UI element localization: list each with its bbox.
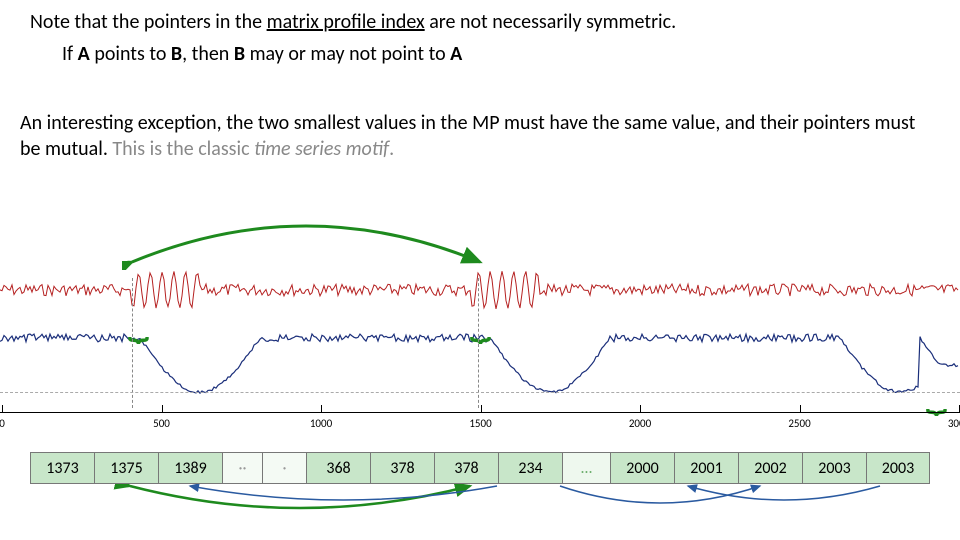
motif-marker-line xyxy=(132,278,133,408)
index-cell: 2002 xyxy=(738,452,802,484)
axis-tick-label: 2500 xyxy=(788,417,810,430)
t2d: B xyxy=(171,42,182,66)
index-cell: 234 xyxy=(498,452,562,484)
axis-tick-label: 2000 xyxy=(629,417,651,430)
axis-tick xyxy=(321,405,322,413)
index-cell: · xyxy=(262,452,306,484)
intro-line-2: If A points to B, then B may or may not … xyxy=(62,42,462,66)
t2b: A xyxy=(78,42,90,66)
index-cell: 368 xyxy=(306,452,370,484)
index-cell: 2003 xyxy=(866,452,930,484)
mp-min-line xyxy=(0,392,960,393)
index-cell: ·· xyxy=(222,452,262,484)
t2f: B xyxy=(234,42,245,66)
index-cell: 1373 xyxy=(30,452,94,484)
motif-bracket: ⏟ xyxy=(926,380,946,415)
t2h: A xyxy=(450,42,462,66)
x-axis: 0 500 1000 1500 2000 2500 3000 xyxy=(0,412,960,434)
t2a: If xyxy=(62,42,78,66)
t2g: may or may not point to xyxy=(245,42,450,66)
t1c: are not necessarily symmetric. xyxy=(425,10,676,34)
motif-marker-line xyxy=(478,278,479,408)
index-cell: 1375 xyxy=(94,452,158,484)
index-cell: 2000 xyxy=(610,452,674,484)
index-cell: … xyxy=(562,452,610,484)
axis-tick xyxy=(2,405,3,413)
axis-tick-label: 3000 xyxy=(948,417,960,430)
matrix-profile-index-strip: 137313751389···368378378234…200020012002… xyxy=(30,452,930,484)
axis-tick-label: 500 xyxy=(153,417,170,430)
axis-tick xyxy=(481,405,482,413)
index-cell: 1389 xyxy=(158,452,222,484)
intro-line-3: An interesting exception, the two smalle… xyxy=(20,110,930,162)
axis-tick-label: 1500 xyxy=(469,417,491,430)
pointer-arcs-bottom xyxy=(0,484,960,540)
t2e: , then xyxy=(182,42,234,66)
axis-tick-label: 0 xyxy=(0,417,5,430)
index-cell: 378 xyxy=(370,452,434,484)
axis-tick xyxy=(162,405,163,413)
index-cell: 2003 xyxy=(802,452,866,484)
axis-tick xyxy=(800,405,801,413)
t1a: Note that the pointers in the xyxy=(30,10,267,34)
intro-line-1: Note that the pointers in the matrix pro… xyxy=(30,10,676,34)
t2c: points to xyxy=(90,42,171,66)
axis-tick-label: 1000 xyxy=(310,417,332,430)
axis-tick xyxy=(640,405,641,413)
index-cell: 2001 xyxy=(674,452,738,484)
index-cell: 378 xyxy=(434,452,498,484)
motif-bracket: ⏟ xyxy=(470,308,490,343)
t3c: time series motif xyxy=(254,137,389,161)
chart-area: ⏟⏟⏟ 050010001500200025003000 xyxy=(0,210,960,450)
t3b: This is the classic xyxy=(112,137,254,161)
t1b: matrix profile index xyxy=(267,10,425,34)
t3d: . xyxy=(389,137,394,161)
